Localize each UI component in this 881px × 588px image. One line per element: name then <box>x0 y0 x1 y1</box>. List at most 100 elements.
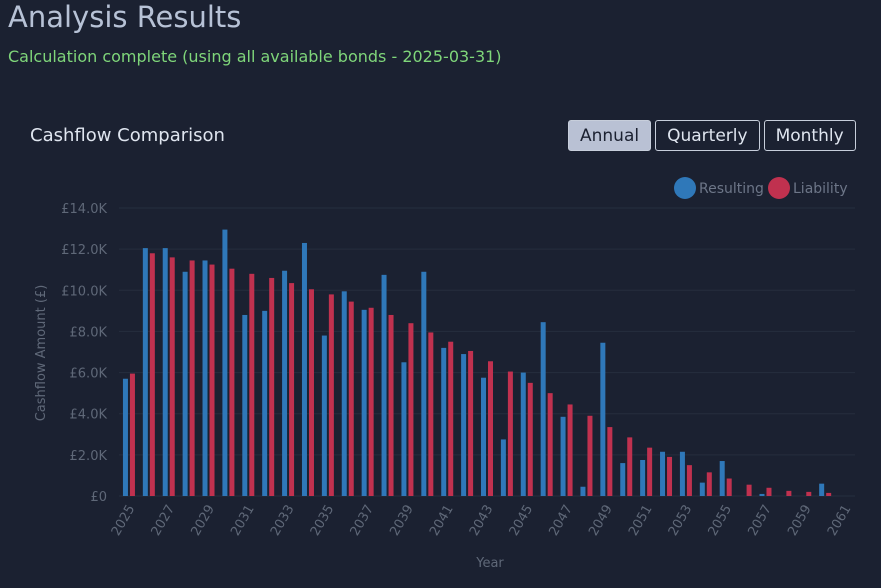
legend-liability-label[interactable]: Liability <box>793 181 848 197</box>
bar-liability-2052[interactable] <box>667 456 673 496</box>
x-tick-label: 2045 <box>507 503 537 539</box>
annual-button[interactable]: Annual <box>568 120 652 151</box>
x-tick-label: 2027 <box>149 503 179 539</box>
bar-liability-2060[interactable] <box>826 492 832 496</box>
x-tick-label: 2035 <box>308 503 338 539</box>
bar-resulting-2057[interactable] <box>759 493 765 496</box>
bar-resulting-2054[interactable] <box>699 482 705 496</box>
bar-resulting-2050[interactable] <box>620 463 626 496</box>
x-tick-label: 2049 <box>586 503 616 539</box>
x-axis-title: Year <box>475 556 504 571</box>
x-tick-label: 2053 <box>666 503 696 539</box>
bar-resulting-2048[interactable] <box>580 486 586 496</box>
bar-liability-2025[interactable] <box>129 373 135 496</box>
bar-resulting-2025[interactable] <box>122 378 128 496</box>
bar-resulting-2032[interactable] <box>262 310 268 496</box>
bar-resulting-2035[interactable] <box>321 335 327 496</box>
bar-liability-2032[interactable] <box>269 277 275 496</box>
bar-resulting-2053[interactable] <box>679 451 685 496</box>
bar-liability-2026[interactable] <box>149 253 155 496</box>
x-axis-ticks: 2025 2027 2029 2031 2033 2035 2037 2039 2041 2043… <box>109 503 855 539</box>
bar-resulting-2044[interactable] <box>500 439 506 496</box>
x-tick-label: 2043 <box>467 503 497 539</box>
bar-resulting-2042[interactable] <box>461 354 467 496</box>
bar-liability-2031[interactable] <box>249 273 255 496</box>
bar-resulting-2051[interactable] <box>640 460 646 496</box>
x-tick-label: 2057 <box>745 503 775 539</box>
legend-liability-marker[interactable] <box>768 177 790 199</box>
bar-resulting-2036[interactable] <box>341 291 347 496</box>
bar-resulting-2027[interactable] <box>162 248 168 496</box>
y-tick-label: £12.0K <box>61 243 107 258</box>
bar-liability-2049[interactable] <box>607 427 613 496</box>
bar-liability-2036[interactable] <box>348 301 354 496</box>
bar-liability-2040[interactable] <box>428 332 434 496</box>
y-tick-label: £8.0K <box>70 325 108 340</box>
bar-liability-2055[interactable] <box>726 478 732 496</box>
bar-liability-2045[interactable] <box>527 382 533 496</box>
bar-liability-2050[interactable] <box>627 437 633 496</box>
bar-liability-2054[interactable] <box>706 472 712 496</box>
x-tick-label: 2033 <box>268 503 298 539</box>
legend-resulting-label[interactable]: Resulting <box>699 181 764 197</box>
bar-liability-2053[interactable] <box>686 465 692 496</box>
bar-liability-2059[interactable] <box>806 491 812 496</box>
bar-resulting-2049[interactable] <box>600 342 606 496</box>
legend: Resulting Liability <box>674 177 848 199</box>
bar-liability-2029[interactable] <box>209 264 215 496</box>
bar-resulting-2055[interactable] <box>719 461 725 496</box>
bar-resulting-2040[interactable] <box>421 271 427 496</box>
y-tick-label: £2.0K <box>70 449 108 464</box>
bar-liability-2048[interactable] <box>587 415 593 496</box>
bar-resulting-2043[interactable] <box>481 377 486 496</box>
bar-resulting-2028[interactable] <box>182 271 188 496</box>
bar-liability-2033[interactable] <box>289 283 295 496</box>
bar-resulting-2047[interactable] <box>560 416 566 496</box>
bar-resulting-2037[interactable] <box>361 309 367 496</box>
bar-resulting-2026[interactable] <box>142 248 148 496</box>
x-tick-label: 2055 <box>706 503 736 539</box>
bar-resulting-2045[interactable] <box>520 372 526 496</box>
x-tick-label: 2061 <box>825 503 855 539</box>
bar-resulting-2038[interactable] <box>381 274 387 496</box>
bar-liability-2028[interactable] <box>189 260 195 496</box>
bar-resulting-2033[interactable] <box>282 270 288 496</box>
legend-resulting-marker[interactable] <box>674 177 696 199</box>
bar-liability-2042[interactable] <box>468 350 474 496</box>
x-tick-label: 2059 <box>785 503 815 539</box>
bar-liability-2047[interactable] <box>567 404 573 496</box>
bar-liability-2039[interactable] <box>408 323 414 496</box>
bar-resulting-2030[interactable] <box>222 229 228 496</box>
bar-liability-2030[interactable] <box>229 268 235 496</box>
bar-liability-2044[interactable] <box>507 371 513 496</box>
bar-resulting-2039[interactable] <box>401 362 407 496</box>
bar-resulting-2052[interactable] <box>660 451 666 496</box>
card-title: Cashflow Comparison <box>30 125 225 146</box>
x-tick-label: 2025 <box>109 503 139 539</box>
bar-liability-2057[interactable] <box>766 487 772 496</box>
x-tick-label: 2029 <box>188 503 218 539</box>
bar-liability-2037[interactable] <box>368 307 374 496</box>
bar-resulting-2031[interactable] <box>242 314 248 496</box>
bar-liability-2041[interactable] <box>448 341 454 496</box>
monthly-button[interactable]: Monthly <box>763 120 856 151</box>
quarterly-button[interactable]: Quarterly <box>655 120 760 151</box>
y-tick-label: £10.0K <box>61 284 107 299</box>
bar-liability-2043[interactable] <box>488 361 493 496</box>
bar-liability-2056[interactable] <box>746 484 752 496</box>
bar-resulting-2034[interactable] <box>301 242 307 496</box>
bar-liability-2027[interactable] <box>169 257 175 496</box>
bar-resulting-2029[interactable] <box>202 260 208 496</box>
bar-liability-2051[interactable] <box>647 447 653 496</box>
bar-liability-2035[interactable] <box>328 294 334 496</box>
y-tick-label: £6.0K <box>70 367 108 382</box>
bar-resulting-2046[interactable] <box>540 322 546 496</box>
bar-liability-2034[interactable] <box>308 289 314 496</box>
bar-liability-2046[interactable] <box>547 393 553 496</box>
bar-liability-2058[interactable] <box>786 490 792 496</box>
bar-resulting-2041[interactable] <box>441 347 447 496</box>
bar-resulting-2060[interactable] <box>819 483 825 496</box>
x-tick-label: 2037 <box>348 503 378 539</box>
period-toggle-group: Annual Quarterly Monthly <box>568 120 856 151</box>
bar-liability-2038[interactable] <box>388 314 394 496</box>
